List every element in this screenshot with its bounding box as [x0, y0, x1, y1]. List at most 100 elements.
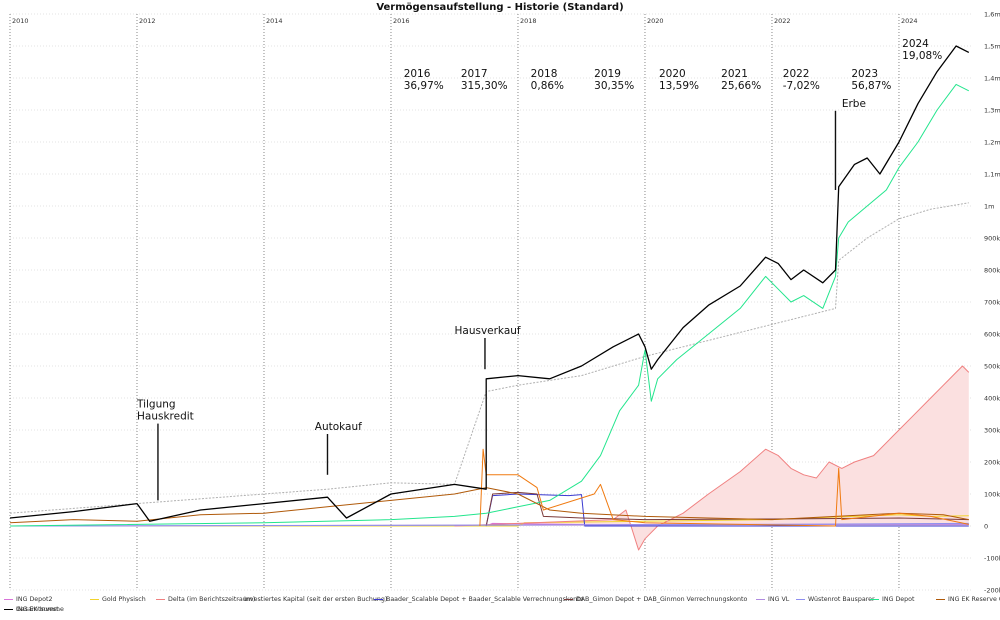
y-tick-label: 1,5m	[984, 43, 1000, 51]
legend-label: ING Depot2	[16, 596, 53, 603]
year-return-value: 56,87%	[851, 80, 891, 92]
y-tick-label: 600k	[984, 331, 1000, 339]
legend-label: ING Depot	[882, 596, 915, 603]
year-label: 2023	[851, 68, 878, 80]
series-line-ing-ek-invest	[479, 448, 969, 527]
year-label: 2017	[461, 68, 488, 80]
x-tick-label: 2022	[774, 17, 791, 25]
y-tick-label: 800k	[984, 267, 1000, 275]
legend-label: Wüstenrot Bausparer	[808, 596, 875, 603]
legend-item: Delta (im Berichtszeitraum)	[156, 596, 255, 603]
year-return-value: 0,86%	[531, 80, 564, 92]
series-line-w-stenrot-bausparer	[9, 522, 969, 527]
legend-swatch	[756, 599, 765, 600]
y-tick-label: 700k	[984, 299, 1000, 307]
y-tick-labels: -200k -100k 0 100k 200k 300k 400k 500k 600k 700k 8…	[984, 11, 1000, 595]
year-return-value: 19,08%	[902, 50, 942, 62]
series-line-ing-depot	[9, 83, 970, 527]
legend-label: Baader_Scalable Depot + Baader_Scalable …	[386, 596, 584, 603]
x-tick-label: 2014	[266, 17, 283, 25]
legend-item: Gold Physisch	[90, 596, 146, 603]
y-tick-label: 100k	[984, 491, 1000, 499]
legend-swatch	[4, 599, 13, 600]
legend-swatch	[936, 599, 945, 600]
y-tick-label: 1,3m	[984, 107, 1000, 115]
x-tick-label: 2016	[393, 17, 410, 25]
event-label: Erbe	[842, 98, 866, 110]
legend-swatch	[4, 609, 13, 610]
legend-label: DAB_Gimon Depot + DAB_Ginmon Verrechnung…	[576, 596, 748, 603]
series-lines	[9, 45, 970, 551]
legend-swatch	[90, 599, 99, 600]
event-label: Hauskredit	[137, 411, 194, 423]
x-tick-label: 2012	[139, 17, 156, 25]
series-area-delta-im-berichtszeitraum-	[454, 366, 969, 550]
year-return-value: -7,02%	[783, 80, 820, 92]
legend-label: ING VL	[768, 596, 790, 603]
year-return-value: 315,30%	[461, 80, 508, 92]
y-tick-label: 0	[984, 523, 988, 531]
y-tick-label: 1,2m	[984, 139, 1000, 147]
x-tick-label: 2010	[12, 17, 29, 25]
legend-swatch	[564, 599, 573, 600]
chart-title: Vermögensaufstellung - Historie (Standar…	[376, 2, 623, 13]
legend-label: Delta (im Berichtszeitraum)	[168, 596, 256, 603]
legend-item: ING Depot2	[4, 596, 53, 603]
legend: ING Depot2 Gold Physisch Delta (im Bericht…	[4, 596, 1000, 618]
year-return-value: 13,59%	[659, 80, 699, 92]
x-tick-label: 2024	[901, 17, 918, 25]
legend-label: Investiertes Kapital (seit der ersten Bu…	[244, 596, 388, 603]
year-return-value: 36,97%	[404, 80, 444, 92]
y-tick-label: -200k	[984, 587, 1000, 595]
legend-item: DAB_Gimon Depot + DAB_Ginmon Verrechnung…	[564, 596, 747, 603]
legend-item: Gesamtsumme	[4, 606, 64, 613]
x-tick-labels: 2010 2012 2014 2016 2018 2020 2022 2024	[12, 17, 918, 25]
y-tick-label: 1,1m	[984, 171, 1000, 179]
year-label: 2016	[404, 68, 431, 80]
legend-item: ING VL	[756, 596, 789, 603]
year-label: 2018	[531, 68, 558, 80]
legend-item: ING Depot	[870, 596, 915, 603]
y-tick-label: 1,6m	[984, 11, 1000, 19]
y-tick-label: 1,4m	[984, 75, 1000, 83]
series-line-investiertes-kapital-seit-der-ersten-buchung-	[9, 202, 969, 514]
legend-item: Baader_Scalable Depot + Baader_Scalable …	[374, 596, 584, 603]
year-label: 2024	[902, 38, 929, 50]
x-tick-label: 2020	[647, 17, 664, 25]
event-label: Autokauf	[315, 421, 362, 433]
y-tick-label: 400k	[984, 395, 1000, 403]
legend-swatch	[796, 599, 805, 600]
legend-swatch	[870, 599, 879, 600]
legend-swatch	[156, 599, 165, 600]
event-label: Tilgung	[136, 399, 176, 411]
series-line-ing-ek-reserve-0212	[9, 487, 969, 524]
y-tick-label: 300k	[984, 427, 1000, 435]
legend-swatch	[232, 599, 241, 600]
year-label: 2022	[783, 68, 810, 80]
year-return-value: 25,66%	[721, 80, 761, 92]
series-line-delta-im-berichtszeitraum-	[454, 365, 970, 551]
y-tick-label: 200k	[984, 459, 1000, 467]
y-tick-label: 900k	[984, 235, 1000, 243]
y-tick-label: -100k	[984, 555, 1000, 563]
year-label: 2020	[659, 68, 686, 80]
year-label: 2019	[594, 68, 621, 80]
legend-label: ING EK Invest	[16, 606, 59, 613]
y-tick-label: 1m	[984, 203, 994, 211]
year-label: 2021	[721, 68, 748, 80]
area-fills	[454, 366, 969, 550]
legend-swatch	[374, 599, 383, 600]
legend-item: Wüstenrot Bausparer	[796, 596, 875, 603]
legend-item: Investiertes Kapital (seit der ersten Bu…	[232, 596, 387, 603]
x-tick-label: 2018	[520, 17, 537, 25]
series-line-gesamtsumme	[9, 45, 970, 522]
y-tick-label: 500k	[984, 363, 1000, 371]
legend-label: Gesamtsumme	[16, 606, 64, 613]
event-label: Hausverkauf	[454, 325, 520, 337]
year-return-value: 30,35%	[594, 80, 634, 92]
legend-label: Gold Physisch	[102, 596, 146, 603]
